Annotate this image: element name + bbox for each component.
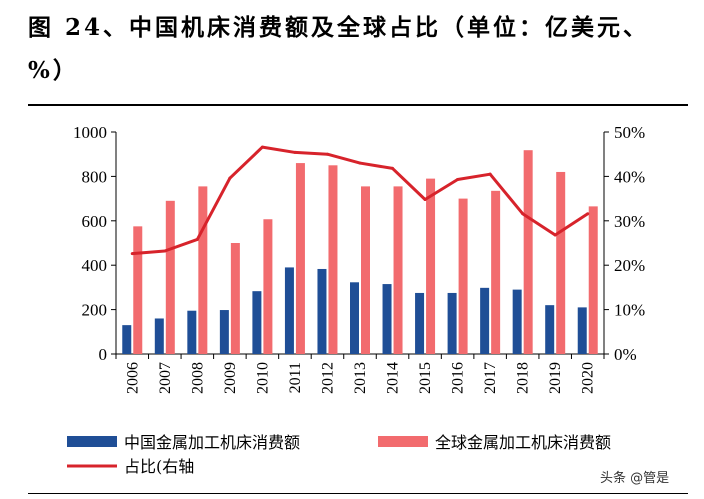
right-tick-label: 10% (614, 301, 645, 320)
x-tick-label: 2007 (157, 362, 174, 394)
watermark-text: 头条 @管是 (600, 470, 669, 486)
chart-tick-labels: 0 200 400 600 800 1000 0% 10% 20% 30% 40% 50% 2006 20… (73, 123, 645, 394)
global-consumption-bar (263, 219, 273, 354)
legend-swatch-china (67, 436, 117, 447)
china-consumption-bar (545, 305, 555, 354)
x-tick-label: 2020 (580, 362, 597, 394)
global-consumption-bar (361, 186, 370, 354)
left-tick-label: 0 (99, 345, 108, 364)
global-consumption-bar (491, 190, 501, 354)
left-tick-label: 1000 (73, 123, 107, 142)
global-consumption-bar (295, 163, 305, 354)
right-tick-label: 0% (614, 345, 637, 364)
left-tick-label: 200 (82, 301, 108, 320)
legend-swatch-global (378, 436, 428, 447)
china-consumption-bar (512, 289, 522, 354)
share-point (553, 233, 557, 237)
x-tick-label: 2018 (515, 362, 532, 394)
china-consumption-bar (577, 307, 587, 354)
china-consumption-bar (122, 325, 132, 354)
global-consumption-bar (328, 165, 338, 354)
share-point (293, 150, 297, 154)
china-consumption-bar (350, 282, 359, 354)
bottom-rule (28, 493, 688, 494)
china-consumption-bar (252, 291, 262, 354)
share-point (130, 252, 134, 256)
share-point (456, 178, 460, 182)
x-tick-label: 2013 (352, 362, 369, 394)
left-tick-label: 800 (82, 167, 108, 186)
china-consumption-bar (382, 284, 392, 354)
legend-label-share: 占比(右轴 (124, 457, 194, 476)
china-consumption-bar (187, 310, 197, 354)
x-tick-label: 2012 (319, 362, 336, 394)
global-consumption-bar (523, 150, 533, 354)
global-consumption-bar (458, 198, 468, 354)
chart-bars (122, 150, 598, 354)
x-tick-label: 2008 (189, 362, 206, 394)
share-point (488, 172, 492, 176)
global-consumption-bar (230, 243, 240, 354)
x-tick-label: 2006 (124, 362, 141, 394)
legend-label-china: 中国金属加工机床消费额 (124, 433, 300, 452)
share-point (391, 166, 395, 170)
share-point (521, 212, 525, 216)
china-consumption-bar (480, 287, 490, 354)
right-tick-label: 40% (614, 167, 645, 186)
title-underline (28, 104, 688, 106)
x-tick-label: 2015 (417, 362, 434, 394)
global-consumption-bar (198, 186, 208, 354)
share-point (260, 145, 264, 149)
global-consumption-bar (588, 206, 598, 354)
left-tick-label: 600 (82, 212, 108, 231)
china-consumption-bar (447, 292, 457, 354)
chart-axes (111, 131, 609, 359)
share-point (228, 176, 232, 180)
global-consumption-bar (393, 186, 403, 354)
x-tick-label: 2009 (222, 362, 239, 394)
global-consumption-bar (165, 200, 175, 354)
x-tick-label: 2019 (547, 362, 564, 394)
x-tick-label: 2011 (287, 362, 304, 393)
share-point (358, 161, 362, 165)
left-tick-label: 400 (82, 256, 108, 275)
share-point (423, 197, 427, 201)
share-point (163, 249, 167, 253)
chart-line (130, 145, 590, 256)
right-tick-label: 50% (614, 123, 645, 142)
right-tick-label: 20% (614, 256, 645, 275)
chart-title: 图 24、中国机床消费额及全球占比（单位：亿美元、%） (28, 14, 650, 84)
x-tick-label: 2014 (385, 362, 402, 394)
share-point (586, 212, 590, 216)
china-consumption-bar (415, 292, 425, 354)
china-consumption-bar (317, 268, 327, 354)
global-consumption-bar (133, 226, 143, 354)
x-tick-label: 2010 (254, 362, 271, 394)
global-consumption-bar (426, 178, 436, 354)
x-tick-label: 2016 (450, 362, 467, 394)
share-point (195, 237, 199, 241)
legend-label-global: 全球金属加工机床消费额 (435, 433, 611, 452)
china-consumption-bar (284, 267, 294, 354)
china-consumption-bar (154, 318, 164, 354)
global-consumption-bar (556, 171, 566, 354)
china-consumption-bar (219, 310, 229, 354)
x-tick-label: 2017 (482, 362, 499, 394)
share-point (325, 152, 329, 156)
right-tick-label: 30% (614, 212, 645, 231)
